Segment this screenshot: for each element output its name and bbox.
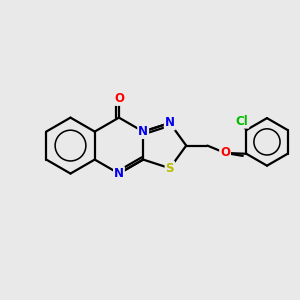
Text: N: N (114, 167, 124, 180)
Text: N: N (138, 125, 148, 138)
Text: O: O (114, 92, 124, 105)
Text: O: O (220, 146, 230, 159)
Text: N: N (165, 116, 175, 130)
Text: S: S (166, 162, 174, 175)
Text: Cl: Cl (236, 115, 248, 128)
